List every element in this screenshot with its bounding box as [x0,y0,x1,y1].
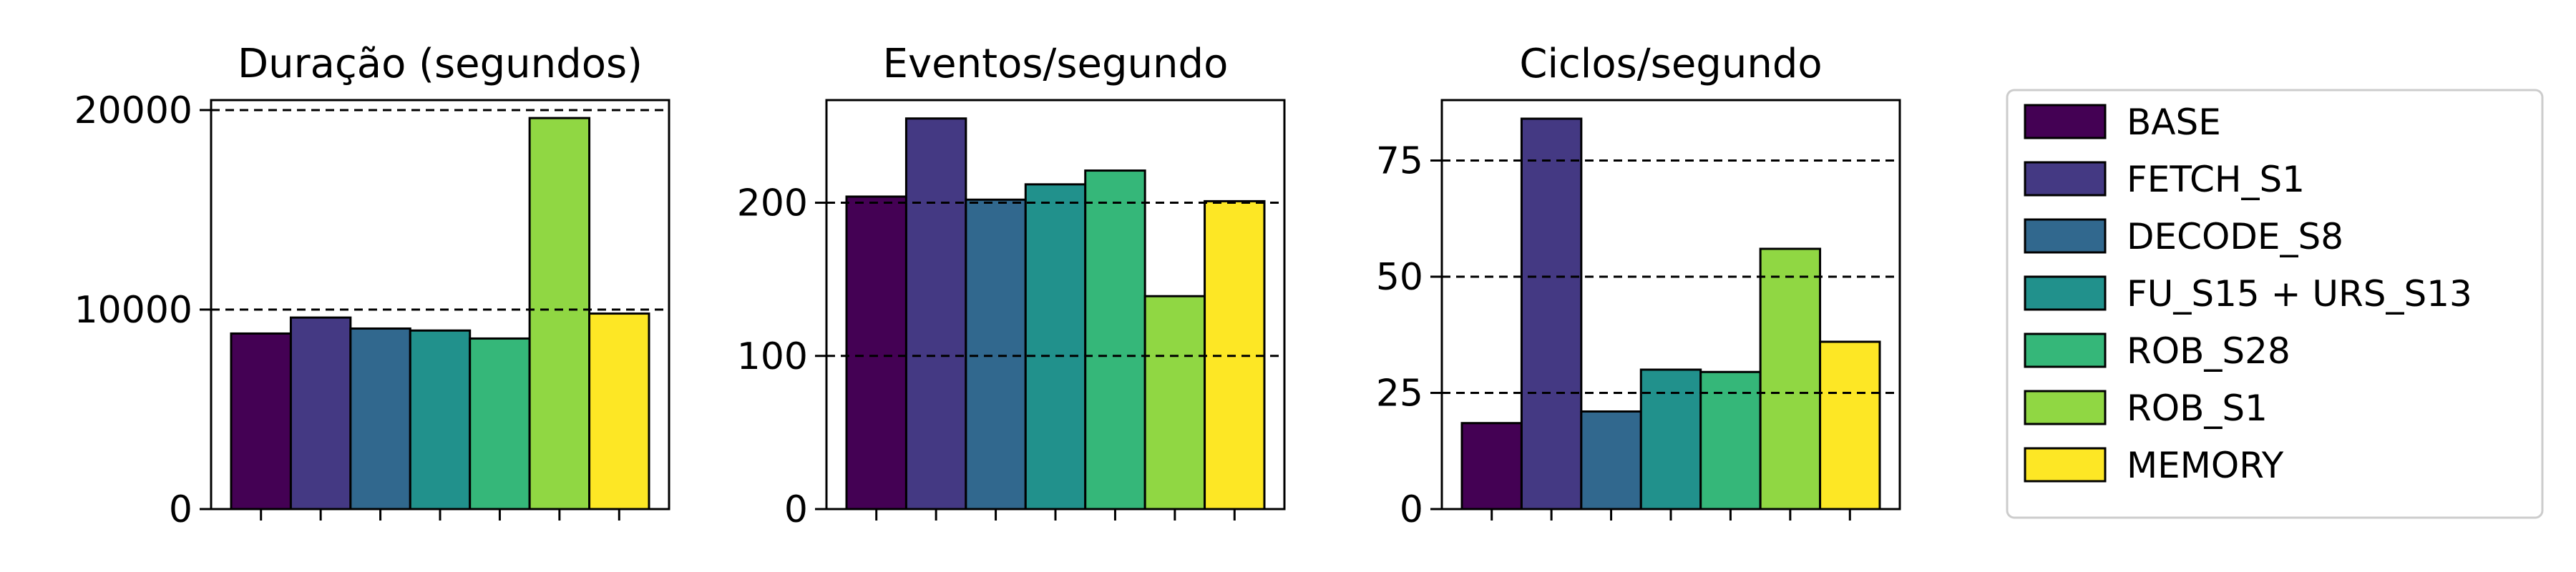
y-tick-label: 20000 [74,89,192,132]
legend-item-fetch-s1: FETCH_S1 [2024,159,2305,200]
legend-swatch [2024,161,2107,197]
bar-fetch-s1 [289,316,352,511]
legend-swatch [2024,447,2107,483]
bar-base [845,195,907,511]
bar-fu-s15-urs-s13 [1024,183,1087,511]
legend-item-rob-s1: ROB_S1 [2024,388,2268,429]
y-tick-label: 0 [784,488,808,531]
bar-base [230,332,292,511]
legend-frame [2006,89,2544,519]
bar-decode-s8 [1580,410,1642,511]
legend-swatch [2024,332,2107,368]
legend-label: ROB_S28 [2127,330,2290,372]
y-tick-label: 75 [1376,140,1423,183]
bar-fu-s15-urs-s13 [409,329,472,511]
chart-title: Eventos/segundo [883,41,1229,87]
legend-label: DECODE_S8 [2127,216,2343,257]
bar-rob-s1 [1143,295,1206,511]
legend-swatch [2024,218,2107,254]
chart-panels: 0 10000 20000 Duração (segundos) 0 100 200 Even… [74,41,1901,531]
legend-label: ROB_S1 [2127,388,2268,429]
legend-swatch [2024,390,2107,425]
chart-panel-1: 0 10000 20000 Duração (segundos) [74,41,670,531]
y-tick-label: 100 [737,335,808,378]
y-tick-label: 25 [1376,373,1423,415]
legend-swatch [2024,275,2107,311]
legend-item-memory: MEMORY [2024,445,2284,486]
y-tick-label: 0 [169,488,192,531]
y-tick-label: 10000 [74,289,192,332]
bar-fu-s15-urs-s13 [1639,368,1702,511]
bar-decode-s8 [349,327,411,511]
bar-fetch-s1 [1520,117,1583,511]
bar-rob-s1 [1759,247,1822,511]
bar-rob-s28 [1084,169,1146,511]
axes-frame [825,99,1286,511]
bar-memory [588,312,650,511]
y-tick-label: 50 [1376,256,1423,299]
legend-item-fu-s15-urs-s13: FU_S15 + URS_S13 [2024,273,2472,315]
bar-rob-s1 [528,117,591,511]
bar-rob-s28 [469,337,531,511]
axes-frame [210,99,670,511]
axes-frame [1440,99,1901,511]
legend: BASE FETCH_S1 DECODE_S8 FU_S15 + URS_S13 ROB… [2006,89,2544,519]
y-tick-label: 200 [737,182,808,225]
legend-item-rob-s28: ROB_S28 [2024,330,2290,372]
legend-swatch [2024,104,2107,139]
bar-decode-s8 [965,198,1027,511]
legend-item-decode-s8: DECODE_S8 [2024,216,2343,257]
chart-title: Ciclos/segundo [1519,41,1822,87]
bar-memory [1819,340,1881,511]
chart-panel-2: 0 100 200 Eventos/segundo [737,41,1286,531]
bar-base [1460,422,1523,511]
chart-panel-3: 0 25 50 75 Ciclos/segundo [1376,41,1901,531]
chart-title: Duração (segundos) [238,41,643,87]
legend-item-base: BASE [2024,102,2221,143]
legend-label: FETCH_S1 [2127,159,2305,200]
legend-label: BASE [2127,102,2221,143]
bar-fetch-s1 [904,117,967,511]
legend-label: FU_S15 + URS_S13 [2127,273,2472,315]
y-tick-label: 0 [1400,488,1423,531]
legend-label: MEMORY [2127,445,2284,486]
